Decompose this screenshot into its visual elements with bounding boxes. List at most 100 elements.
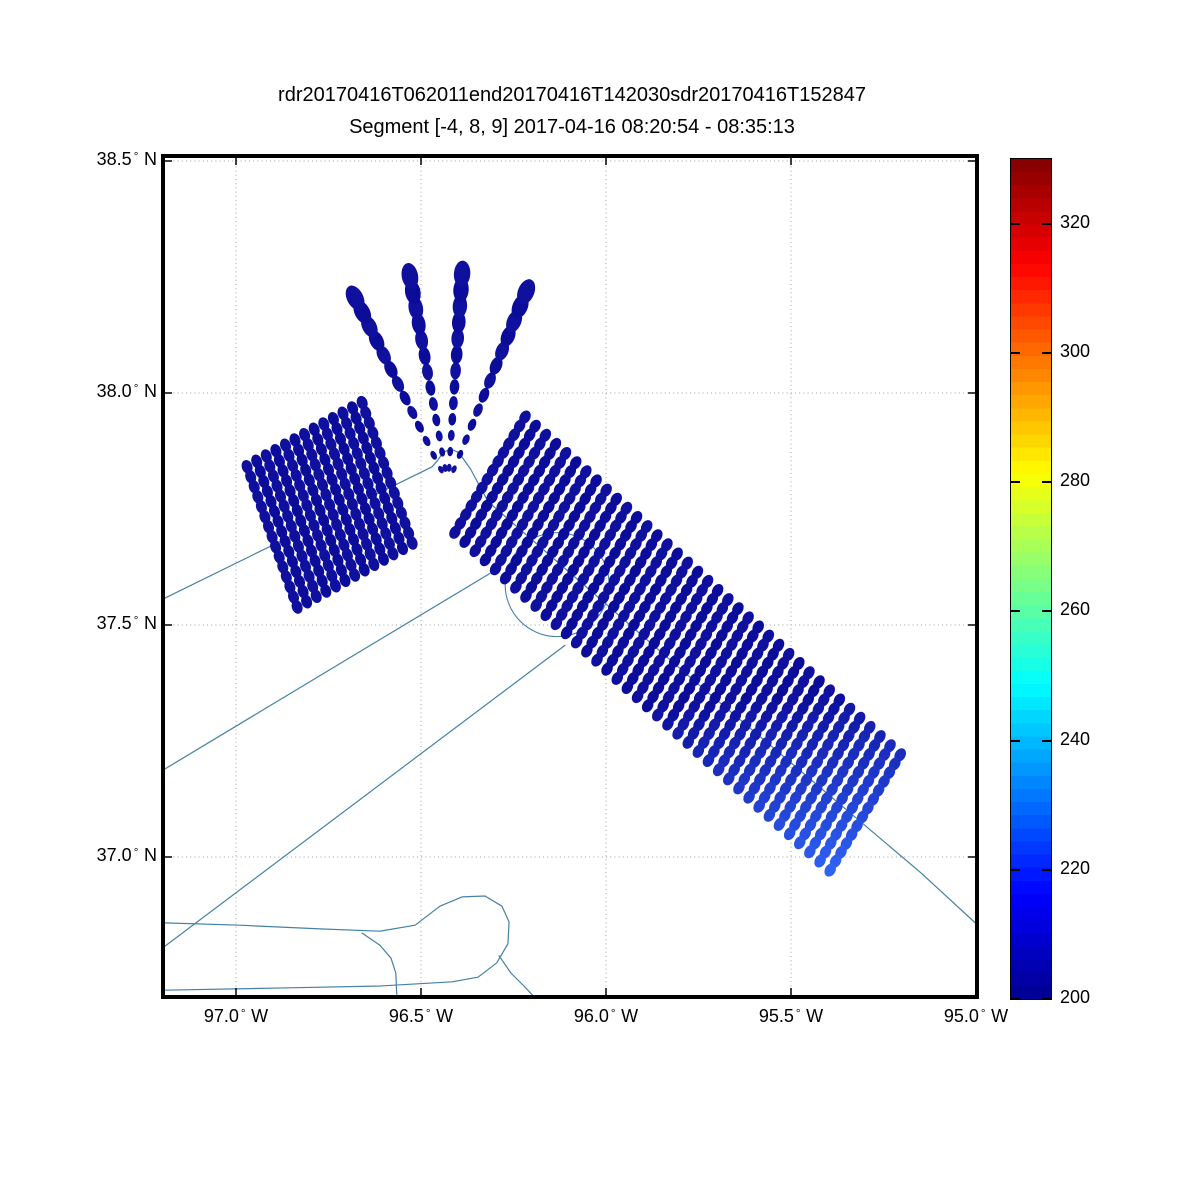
scatter-dot xyxy=(601,662,613,676)
scatter-dot-fan xyxy=(442,464,448,472)
colorbar-tick xyxy=(1011,868,1020,871)
scatter-dot-fan xyxy=(384,360,398,379)
scatter-dot-fan xyxy=(401,263,419,290)
scatter-dot xyxy=(320,584,332,598)
scatter-dot xyxy=(641,699,654,713)
colorbar-tick xyxy=(1042,481,1051,484)
scatter-dot-fan xyxy=(450,362,461,380)
scatter-dot xyxy=(449,525,461,539)
scatter-dot xyxy=(349,568,361,582)
scatter-dot-fan xyxy=(435,430,443,442)
scatter-dot xyxy=(520,589,532,603)
scatter-dot xyxy=(329,578,341,593)
scatter-dot xyxy=(753,799,766,813)
scatter-dot-fan xyxy=(446,463,452,472)
scatter-dot-fan xyxy=(447,429,455,441)
scatter-dot xyxy=(510,580,522,594)
scatter-dot-fan xyxy=(425,380,436,396)
scatter-dot-fan xyxy=(453,260,471,287)
degree-symbol: ° xyxy=(240,1006,246,1020)
scatter-dot xyxy=(682,735,695,749)
scatter-dot-fan xyxy=(432,413,441,427)
scatter-dot-fan xyxy=(478,387,490,403)
scatter-dot xyxy=(570,635,583,649)
scatter-dot xyxy=(387,546,399,561)
degree-symbol: ° xyxy=(425,1006,431,1020)
scatter-dot-fan xyxy=(451,328,465,349)
x-axis-tick-label: 96.0 ° W xyxy=(573,1006,639,1026)
scatter-dot xyxy=(692,744,705,758)
flight-track-line xyxy=(165,572,491,770)
colorbar-tick xyxy=(1011,222,1020,225)
scatter-dot xyxy=(469,543,482,558)
scatter-dot xyxy=(406,536,418,550)
scatter-dot xyxy=(301,594,313,609)
colorbar-tick xyxy=(1042,998,1051,1000)
scatter-dot-fan xyxy=(438,465,444,474)
scatter-dot xyxy=(763,808,776,822)
scatter-dot-fan xyxy=(439,447,446,457)
colorbar-tick-label: 220 xyxy=(1060,857,1091,878)
scatter-dot xyxy=(339,573,351,588)
scatter-dot-fan xyxy=(462,434,470,445)
x-axis-tick-label: 95.0 ° W xyxy=(943,1006,1009,1026)
scatter-dot xyxy=(814,854,826,868)
scatter-dot xyxy=(621,680,634,694)
scatter-dot xyxy=(560,626,573,640)
scatter-dot-fan xyxy=(447,446,454,457)
scatter-dot-fan xyxy=(489,356,503,375)
degree-symbol: ° xyxy=(133,149,139,163)
scatter-dot-fan xyxy=(448,413,457,426)
scatter-dot-fan xyxy=(473,403,483,417)
scatter-dot xyxy=(377,552,389,566)
degree-symbol: ° xyxy=(980,1006,986,1020)
scatter-dot-fan xyxy=(456,449,464,459)
colorbar-tick xyxy=(1011,998,1020,1000)
colorbar xyxy=(1010,158,1052,1000)
scatter-dot-fan xyxy=(415,330,429,350)
degree-symbol: ° xyxy=(795,1006,801,1020)
scatter-dot-fan xyxy=(414,420,424,433)
scatter-dot-fan xyxy=(430,450,438,460)
colorbar-tick xyxy=(1011,610,1020,613)
colorbar-tick-label: 260 xyxy=(1060,599,1091,620)
scatter-dot xyxy=(702,753,715,767)
scatter-dot xyxy=(672,726,684,740)
scatter-dot-fan xyxy=(399,390,411,406)
scatter-dot xyxy=(459,534,472,548)
degree-symbol: ° xyxy=(133,613,139,627)
scatter-dot xyxy=(611,671,624,685)
x-axis-tick-label: 96.5 ° W xyxy=(388,1006,454,1026)
flight-track-line xyxy=(165,895,510,991)
x-axis-tick-label: 95.5 ° W xyxy=(758,1006,824,1026)
scatter-dot xyxy=(793,836,806,850)
scatter-dot-fan xyxy=(451,465,457,474)
colorbar-tick xyxy=(1042,739,1051,742)
flight-track-line xyxy=(165,644,566,947)
scatter-dot xyxy=(733,781,745,795)
y-axis-tick-label: 38.0 ° N xyxy=(96,381,157,401)
colorbar-tick xyxy=(1042,351,1051,354)
figure-subtitle: Segment [-4, 8, 9] 2017-04-16 08:20:54 -… xyxy=(349,116,795,138)
degree-symbol: ° xyxy=(610,1006,616,1020)
scatter-dot-fan xyxy=(345,285,365,311)
colorbar-tick xyxy=(1011,481,1020,484)
flight-track-line xyxy=(361,932,398,995)
scatter-dot-fan xyxy=(422,363,433,381)
scatter-dot xyxy=(540,607,553,621)
colorbar-tick-label: 200 xyxy=(1060,987,1091,1007)
scatter-dot xyxy=(824,863,837,877)
degree-symbol: ° xyxy=(133,845,139,859)
scatter-dot-fan xyxy=(391,375,405,392)
colorbar-tick xyxy=(1011,739,1020,742)
scatter-dot xyxy=(368,557,380,572)
colorbar-tick xyxy=(1042,610,1051,613)
scatter-dot xyxy=(499,571,512,585)
scatter-dot-fan xyxy=(449,379,460,395)
y-axis-tick-label: 38.5 ° N xyxy=(96,149,157,169)
colorbar-tick-label: 300 xyxy=(1060,340,1091,361)
scatter-dot xyxy=(631,689,644,704)
scatter-dot xyxy=(773,817,786,831)
scatter-dot xyxy=(530,598,543,612)
scatter-dot xyxy=(358,562,370,577)
